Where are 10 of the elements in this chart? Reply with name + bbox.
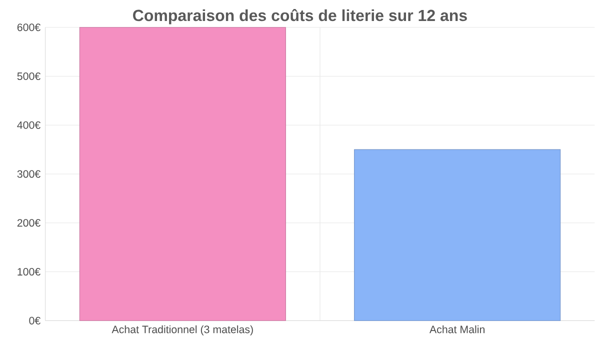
chart-title: Comparaison des coûts de literie sur 12 ans bbox=[133, 9, 467, 24]
x-tick-label: Achat Malin bbox=[429, 325, 485, 334]
y-tick-label: 600€ bbox=[17, 24, 40, 32]
y-tick-label: 0€ bbox=[29, 316, 40, 324]
y-tick-label: 400€ bbox=[17, 121, 40, 129]
y-tick-label: 200€ bbox=[17, 219, 40, 227]
y-tick-label: 500€ bbox=[17, 72, 40, 80]
y-tick-label: 100€ bbox=[18, 268, 40, 276]
x-tick-label: Achat Traditionnel (3 matelas) bbox=[112, 325, 253, 336]
y-tick-label: 300€ bbox=[17, 170, 40, 178]
